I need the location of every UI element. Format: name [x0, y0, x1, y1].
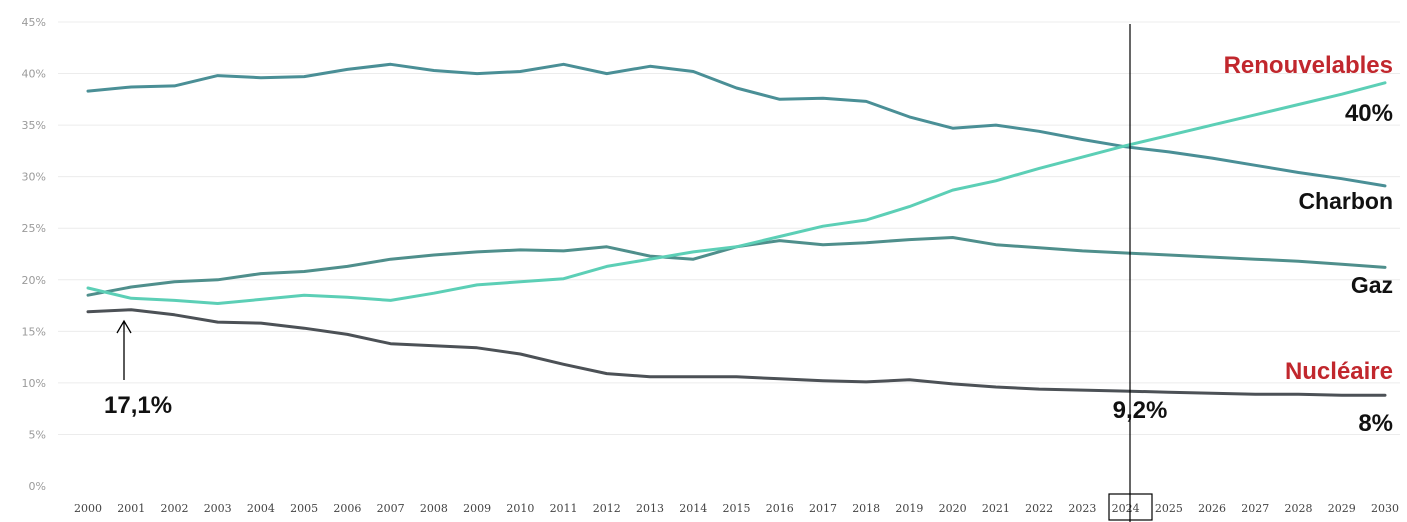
x-tick-label: 2023	[1068, 502, 1096, 515]
label-renouvelables: Renouvelables	[1224, 52, 1393, 79]
x-tick-label: 2025	[1155, 502, 1183, 515]
x-tick-label: 2012	[593, 502, 621, 515]
x-tick-label: 2011	[550, 502, 578, 515]
x-tick-label: 2019	[895, 502, 923, 515]
x-tick-label: 2016	[766, 502, 794, 515]
label-2024-value: 9,2%	[1113, 397, 1168, 424]
x-tick-label: 2010	[506, 502, 534, 515]
label-2001-value: 17,1%	[104, 392, 172, 419]
y-tick-label: 35%	[22, 119, 46, 132]
arrow-2001-annotation	[116, 319, 132, 380]
series-line-renouvelables	[86, 81, 1387, 305]
x-tick-label: 2001	[117, 502, 145, 515]
label-charbon: Charbon	[1298, 188, 1393, 214]
label-nucleaire-value: 8%	[1358, 410, 1393, 437]
x-tick-label: 2020	[939, 502, 967, 515]
x-tick-label: 2027	[1241, 502, 1269, 515]
series-lines	[86, 62, 1387, 397]
x-axis-ticks: 2000 2001 2002 2003 2004 2005 2006 2007 2008 2009…	[74, 502, 1399, 515]
y-tick-label: 30%	[22, 171, 46, 184]
x-tick-label: 2028	[1285, 502, 1313, 515]
y-axis-ticks: 0% 5% 10% 15% 20% 25% 30% 35% 40% 45%	[22, 16, 46, 493]
series-line-nucleaire	[86, 308, 1387, 397]
gridlines	[58, 21, 1400, 435]
x-tick-label: 2014	[679, 502, 707, 515]
x-tick-label: 2013	[636, 502, 664, 515]
x-tick-label: 2029	[1328, 502, 1356, 515]
label-gaz: Gaz	[1351, 272, 1393, 298]
x-tick-label: 2009	[463, 502, 491, 515]
y-tick-label: 25%	[22, 222, 46, 235]
x-tick-label: 2022	[1025, 502, 1053, 515]
highlight-year-box	[1108, 493, 1153, 521]
label-renouvelables-value: 40%	[1345, 100, 1393, 127]
x-tick-label: 2005	[290, 502, 318, 515]
y-tick-label: 5%	[29, 428, 46, 441]
x-tick-label: 2007	[377, 502, 405, 515]
y-tick-label: 0%	[29, 480, 46, 493]
y-tick-label: 15%	[22, 325, 46, 338]
y-tick-label: 10%	[22, 377, 46, 390]
x-tick-label: 2017	[809, 502, 837, 515]
x-tick-label: 2018	[852, 502, 880, 515]
x-tick-label: 2006	[333, 502, 361, 515]
x-tick-label: 2003	[204, 502, 232, 515]
x-tick-label: 2024	[1112, 502, 1140, 515]
x-tick-label: 2021	[982, 502, 1010, 515]
x-tick-label: 2008	[420, 502, 448, 515]
y-tick-label: 40%	[22, 68, 46, 81]
x-tick-label: 2002	[160, 502, 188, 515]
x-tick-label: 2026	[1198, 502, 1226, 515]
y-tick-label: 45%	[22, 16, 46, 29]
label-nucleaire: Nucléaire	[1285, 358, 1393, 385]
y-tick-label: 20%	[22, 274, 46, 287]
x-tick-label: 2015	[723, 502, 751, 515]
x-tick-label: 2000	[74, 502, 102, 515]
x-tick-label: 2004	[247, 502, 275, 515]
series-line-charbon	[86, 62, 1387, 188]
x-tick-label: 2030	[1371, 502, 1399, 515]
